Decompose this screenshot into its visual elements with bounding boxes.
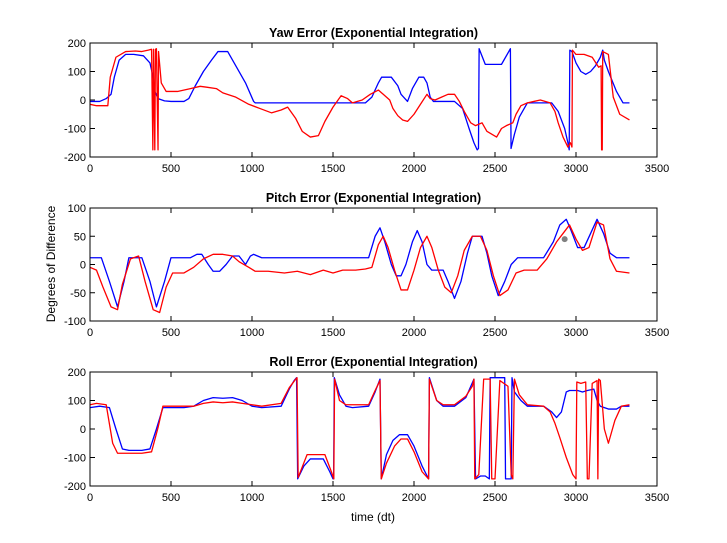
roll-x-tick-label: 500 bbox=[162, 492, 180, 504]
roll-y-tick-label: -100 bbox=[64, 453, 86, 465]
roll-chart-title: Roll Error (Exponential Integration) bbox=[269, 355, 477, 369]
pitch-x-tick-label: 500 bbox=[162, 327, 180, 339]
roll-series-blue-line bbox=[90, 377, 630, 480]
roll-x-tick-label: 3000 bbox=[564, 492, 588, 504]
roll-subplot: 0 500 1000 1500 2000 2500 3000 3500 -200 -100 0 100… bbox=[64, 355, 669, 504]
pitch-subplot: 0 500 1000 1500 2000 2500 3000 3500 -100 -50 0 50 10… bbox=[64, 191, 669, 339]
yaw-series-red-line bbox=[90, 48, 630, 151]
yaw-x-tick-label: 500 bbox=[162, 163, 180, 175]
yaw-x-tick-label: 1000 bbox=[240, 163, 264, 175]
yaw-x-tick-label: 3000 bbox=[564, 163, 588, 175]
pitch-chart-title: Pitch Error (Exponential Integration) bbox=[266, 191, 481, 205]
pitch-plot-area bbox=[90, 208, 657, 321]
pitch-y-tick-label: 100 bbox=[68, 203, 86, 215]
pitch-y-tick-label: -50 bbox=[70, 288, 86, 300]
pitch-y-tick-label: -100 bbox=[64, 316, 86, 328]
yaw-x-tick-label: 1500 bbox=[321, 163, 345, 175]
roll-x-tick-label: 1000 bbox=[240, 492, 264, 504]
yaw-y-tick-label: 200 bbox=[68, 38, 86, 50]
yaw-y-tick-label: -100 bbox=[64, 124, 86, 136]
yaw-chart-title: Yaw Error (Exponential Integration) bbox=[269, 26, 478, 40]
yaw-plot-area bbox=[90, 43, 657, 157]
pitch-x-tick-label: 0 bbox=[87, 327, 93, 339]
yaw-x-tick-label: 2500 bbox=[483, 163, 507, 175]
x-axis-label: time (dt) bbox=[351, 510, 395, 524]
pitch-x-tick-label: 1500 bbox=[321, 327, 345, 339]
roll-y-tick-label: -200 bbox=[64, 481, 86, 493]
yaw-x-tick-label: 2000 bbox=[402, 163, 426, 175]
yaw-x-tick-label: 0 bbox=[87, 163, 93, 175]
roll-plot-area bbox=[90, 372, 657, 486]
pitch-marker-point bbox=[561, 236, 568, 243]
yaw-subplot: 0 500 1000 1500 2000 2500 3000 3500 -200 -100 0 100… bbox=[64, 26, 669, 175]
roll-series-red-line bbox=[90, 377, 630, 480]
roll-x-tick-label: 3500 bbox=[645, 492, 669, 504]
pitch-y-tick-label: 0 bbox=[80, 260, 86, 272]
roll-y-tick-label: 200 bbox=[68, 367, 86, 379]
pitch-x-tick-label: 3000 bbox=[564, 327, 588, 339]
roll-x-tick-label: 0 bbox=[87, 492, 93, 504]
pitch-series-red-line bbox=[90, 221, 630, 314]
pitch-series-blue-line bbox=[90, 218, 630, 308]
yaw-x-tick-label: 3500 bbox=[645, 163, 669, 175]
pitch-x-tick-label: 1000 bbox=[240, 327, 264, 339]
pitch-x-tick-label: 2500 bbox=[483, 327, 507, 339]
y-axis-label: Degrees of Difference bbox=[44, 205, 58, 322]
roll-x-tick-label: 2500 bbox=[483, 492, 507, 504]
yaw-y-tick-label: -200 bbox=[64, 152, 86, 164]
pitch-x-tick-label: 3500 bbox=[645, 327, 669, 339]
pitch-y-tick-label: 50 bbox=[74, 231, 86, 243]
yaw-y-tick-label: 100 bbox=[68, 67, 86, 79]
roll-x-tick-label: 2000 bbox=[402, 492, 426, 504]
yaw-y-tick-label: 0 bbox=[80, 95, 86, 107]
yaw-series-blue-line bbox=[90, 48, 630, 151]
pitch-x-tick-label: 2000 bbox=[402, 327, 426, 339]
roll-x-tick-label: 1500 bbox=[321, 492, 345, 504]
roll-y-tick-label: 100 bbox=[68, 396, 86, 408]
roll-y-tick-label: 0 bbox=[80, 424, 86, 436]
